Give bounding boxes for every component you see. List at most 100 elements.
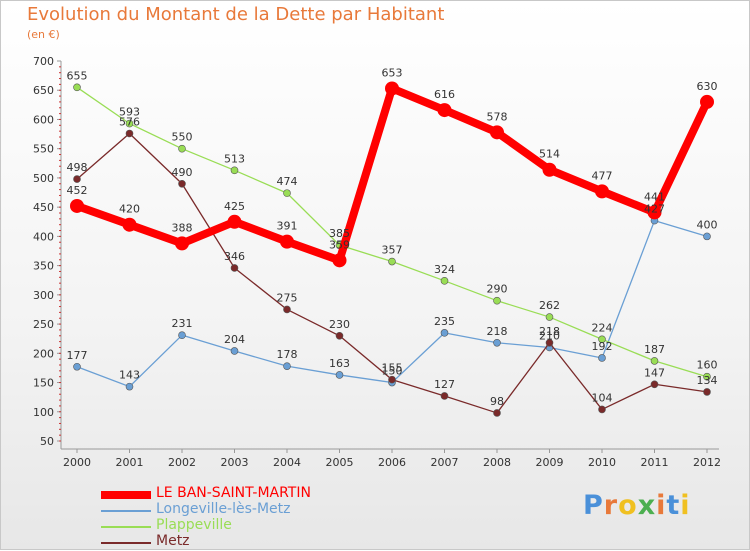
data-label: 224 (592, 321, 613, 334)
y-tick-label: 650 (33, 84, 54, 97)
data-point (73, 83, 81, 92)
legend-label: Longeville-lès-Metz (156, 501, 291, 517)
y-tick-label: 200 (33, 347, 54, 360)
legend-item: Longeville-lès-Metz (101, 501, 361, 519)
data-label: 616 (434, 88, 455, 101)
legend-swatch (101, 510, 151, 512)
data-label: 490 (172, 166, 193, 179)
data-label: 231 (172, 317, 193, 330)
data-label: 150 (382, 365, 403, 378)
data-label: 210 (539, 329, 560, 342)
data-label: 104 (592, 391, 613, 404)
data-point (227, 214, 242, 229)
legend-item: LE BAN-SAINT-MARTIN (101, 485, 361, 503)
data-label: 425 (224, 200, 245, 213)
data-point (125, 382, 134, 391)
y-tick-label: 600 (33, 113, 54, 126)
legend-swatch (101, 491, 151, 499)
data-label: 630 (697, 80, 718, 93)
chart-title: Evolution du Montant de la Dette par Hab… (27, 4, 445, 25)
data-point (542, 162, 557, 177)
x-tick-label: 2011 (641, 456, 669, 469)
data-point (650, 357, 659, 365)
logo-letter: i (680, 490, 691, 521)
data-label: 385 (329, 227, 350, 240)
logo-letter: P (583, 490, 604, 521)
data-point (647, 205, 662, 220)
y-tick-label: 700 (33, 55, 54, 68)
data-label: 653 (382, 66, 403, 79)
data-label: 357 (382, 244, 403, 257)
data-label: 187 (644, 343, 665, 356)
legend-item: Metz (101, 533, 361, 551)
data-label: 230 (329, 318, 350, 331)
x-tick-label: 2001 (116, 456, 144, 469)
y-tick-label: 500 (33, 172, 54, 185)
data-label: 290 (487, 283, 508, 296)
y-tick-label: 100 (33, 406, 54, 419)
data-point (73, 362, 81, 371)
logo-letter: x (637, 490, 657, 521)
logo-letter: o (618, 490, 638, 521)
y-tick-label: 50 (40, 435, 54, 448)
data-point (598, 335, 606, 344)
legend-item: Plappeville (101, 517, 361, 535)
data-label: 441 (644, 190, 665, 203)
data-point (280, 234, 294, 249)
data-label: 163 (329, 357, 350, 370)
data-point (595, 184, 609, 199)
data-point (178, 331, 186, 339)
data-point (122, 217, 137, 232)
data-point (545, 338, 554, 347)
x-tick-label: 2007 (431, 456, 459, 469)
x-tick-label: 2008 (483, 456, 511, 469)
data-point (388, 375, 396, 384)
data-point (335, 331, 344, 340)
data-label: 576 (119, 115, 140, 128)
data-label: 514 (539, 148, 560, 161)
data-label: 218 (487, 325, 508, 338)
data-point (388, 257, 396, 266)
y-tick-label: 350 (33, 260, 54, 273)
legend-label: LE BAN-SAINT-MARTIN (156, 485, 311, 501)
x-tick-label: 2000 (63, 456, 91, 469)
data-point (437, 103, 452, 118)
data-label: 147 (644, 366, 665, 379)
data-label: 477 (592, 169, 613, 182)
legend-swatch (101, 526, 151, 528)
x-tick-label: 2012 (693, 456, 721, 469)
data-label: 593 (119, 106, 140, 119)
data-point (490, 125, 504, 140)
data-point (598, 354, 606, 362)
data-point (70, 198, 84, 213)
data-point (545, 313, 554, 321)
data-label: 474 (277, 175, 298, 188)
data-label: 346 (224, 250, 245, 263)
data-label: 655 (67, 69, 88, 82)
logo-letter: r (603, 490, 619, 521)
data-point (703, 388, 711, 396)
x-tick-label: 2006 (378, 456, 406, 469)
data-label: 98 (490, 395, 504, 408)
data-label: 160 (697, 359, 718, 372)
data-label: 143 (119, 369, 140, 382)
x-tick-label: 2004 (273, 456, 301, 469)
chart-legend: LE BAN-SAINT-MARTIN Longeville-lès-Metz Pl… (101, 485, 361, 551)
data-label: 550 (172, 131, 193, 144)
data-label: 177 (67, 349, 88, 362)
x-tick-label: 2005 (326, 456, 354, 469)
data-point (178, 179, 186, 188)
data-label: 155 (382, 362, 403, 375)
data-label: 420 (119, 203, 140, 216)
data-label: 452 (67, 184, 88, 197)
data-point (125, 119, 134, 128)
data-label: 324 (434, 263, 455, 276)
data-point (175, 236, 189, 251)
data-label: 134 (697, 374, 718, 387)
data-label: 513 (224, 152, 245, 165)
data-label: 388 (172, 221, 193, 234)
logo-letter: i (656, 490, 667, 521)
legend-label: Plappeville (156, 517, 232, 533)
